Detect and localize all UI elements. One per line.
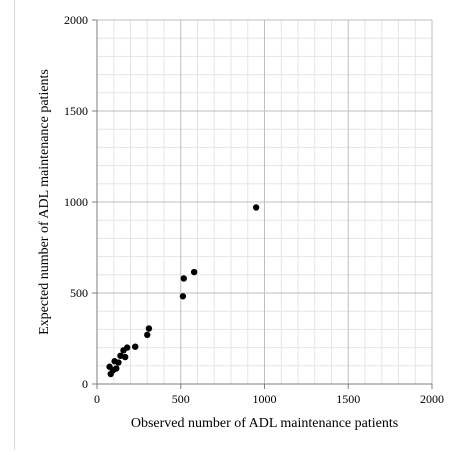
y-tick-label: 1500 xyxy=(64,104,88,118)
data-point xyxy=(131,343,139,350)
x-tick-label: 500 xyxy=(172,392,190,406)
page-edge-rule xyxy=(14,0,15,450)
data-points xyxy=(106,204,260,378)
y-tick-label: 1000 xyxy=(64,195,88,209)
tick-labels: 00 500 500 1000 1000 1500 1500 2000 2000 xyxy=(64,13,444,406)
data-point xyxy=(144,331,151,339)
data-point xyxy=(252,204,260,211)
data-point xyxy=(115,359,122,366)
data-point xyxy=(180,275,187,282)
x-tick-label: 1500 xyxy=(336,392,360,406)
grid-lines xyxy=(97,19,433,384)
x-tick-label: 0 xyxy=(94,392,100,406)
data-point xyxy=(123,344,131,351)
data-point xyxy=(113,365,120,372)
x-tick-label: 1000 xyxy=(253,392,277,406)
x-tick-label: 2000 xyxy=(420,392,444,406)
data-point xyxy=(145,325,153,332)
x-axis-title: Observed number of ADL maintenance patie… xyxy=(131,416,398,431)
y-tick-label: 500 xyxy=(70,286,88,300)
y-tick-label: 2000 xyxy=(64,13,88,27)
y-tick-label: 0 xyxy=(82,377,88,391)
y-axis-title: Expected number of ADL maintenance patie… xyxy=(37,69,52,335)
data-point xyxy=(190,268,198,276)
data-point xyxy=(121,353,129,361)
data-point xyxy=(179,293,187,300)
axes xyxy=(92,19,433,389)
